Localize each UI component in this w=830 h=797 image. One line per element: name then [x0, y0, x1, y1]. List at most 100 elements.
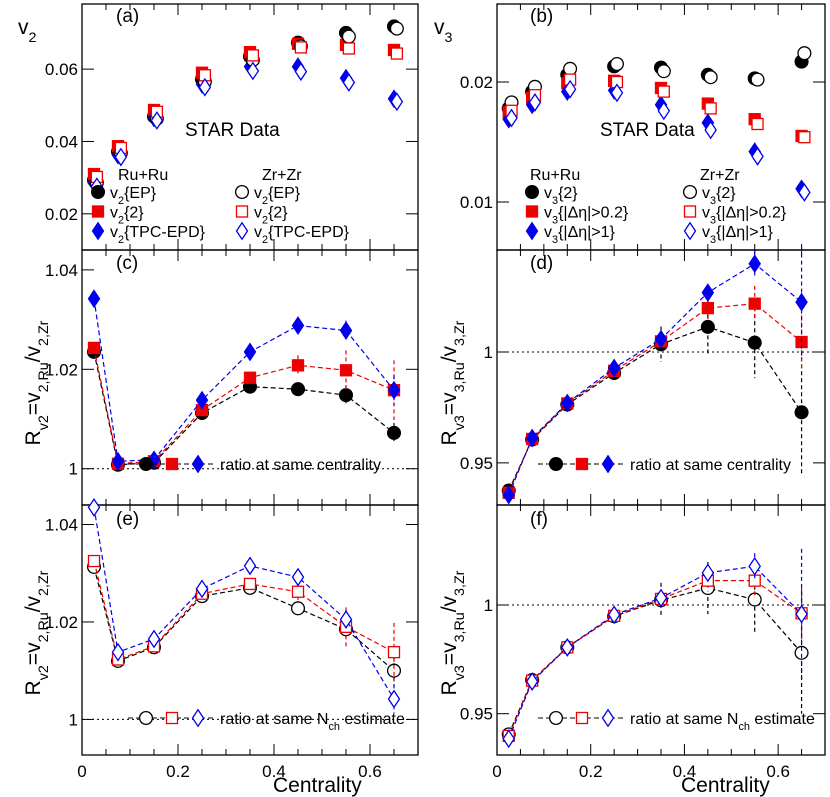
y-tick-label: 1.04 — [45, 515, 78, 534]
star-data-annotation: STAR Data — [600, 120, 695, 141]
data-point — [704, 120, 717, 140]
panel-label: (b) — [530, 6, 553, 27]
data-point — [748, 297, 761, 310]
data-point — [246, 49, 260, 62]
legend-entry: v3{|Δη|>1} — [544, 224, 616, 246]
data-point — [704, 102, 717, 115]
data-point — [795, 292, 808, 312]
series-e-1 — [87, 554, 401, 682]
x-tick-label: 0.4 — [262, 762, 286, 781]
legend-entry: v3{|Δη|>0.2} — [702, 205, 787, 227]
panel-f: 0.95 1 0 0.2 0.4 0.6 (f) Rv3=v3,Ru/v3,Zr ratio a… — [438, 504, 826, 781]
y-tick-label: 1 — [484, 343, 493, 362]
legend-entry: v3{2} — [544, 185, 578, 207]
data-point — [243, 556, 257, 576]
data-point — [607, 358, 621, 378]
data-point — [505, 108, 518, 128]
series-b-3 — [504, 46, 812, 110]
panel-label: (d) — [530, 253, 553, 274]
data-point — [794, 645, 809, 660]
panel-label: (e) — [116, 509, 139, 530]
data-point — [111, 451, 125, 471]
series-e-2 — [87, 498, 401, 714]
data-point — [656, 64, 671, 79]
data-point — [195, 579, 209, 599]
legend-marker — [234, 184, 250, 200]
data-point — [341, 29, 356, 44]
legend-header-zr: Zr+Zr — [262, 167, 302, 184]
ratio-legend-text: ratio at same Nch estimate — [630, 711, 815, 733]
data-point — [750, 72, 765, 87]
data-point — [748, 556, 761, 576]
legend-entry: v3{|Δη|>0.2} — [544, 205, 629, 227]
legend-header-zr: Zr+Zr — [700, 167, 740, 184]
x-axis-label-right: Centrality — [681, 774, 770, 797]
x-tick-label: 0.4 — [673, 762, 697, 781]
data-point — [386, 663, 402, 678]
x-tick-label: 0.6 — [358, 762, 382, 781]
data-point — [114, 147, 128, 167]
data-point — [610, 83, 624, 103]
data-point — [563, 79, 577, 99]
y-tick-label: 0.06 — [45, 60, 78, 79]
data-point — [607, 605, 621, 625]
data-point — [390, 47, 404, 60]
legend-entry: v2{2} — [254, 205, 288, 227]
ratio-legend-marker — [575, 457, 589, 471]
series-line — [508, 565, 802, 739]
data-point — [502, 485, 515, 505]
legend-entry: v2{TPC-EPD} — [254, 224, 350, 246]
data-point — [525, 672, 539, 691]
data-point — [390, 92, 404, 112]
legend-marker — [235, 221, 249, 241]
data-point — [748, 254, 761, 274]
ratio-legend-marker — [165, 457, 179, 471]
legend-marker — [91, 221, 105, 241]
data-point — [87, 554, 101, 568]
data-point — [339, 610, 353, 629]
data-point — [387, 380, 401, 400]
legend-entry: v2{TPC-EPD} — [110, 224, 206, 246]
legend-entry: v3{2} — [702, 185, 736, 207]
ratio-legend-marker — [548, 710, 564, 726]
data-point — [291, 316, 305, 335]
data-point — [342, 73, 356, 92]
data-point — [751, 117, 764, 131]
data-point — [87, 498, 101, 517]
data-point — [798, 182, 811, 202]
series-b-5 — [505, 79, 811, 202]
y-tick-label: 1 — [69, 710, 78, 729]
data-point — [294, 41, 308, 54]
ratio-legend-marker — [575, 711, 589, 725]
data-point — [701, 563, 715, 583]
y-tick-label: 0.04 — [45, 132, 78, 151]
legend-marker — [682, 184, 698, 200]
series-a-5 — [90, 61, 404, 197]
data-point — [290, 601, 306, 616]
legend-marker — [525, 205, 539, 218]
legend-entry: v2{2} — [110, 205, 144, 227]
data-point — [111, 642, 125, 662]
data-point — [243, 577, 257, 591]
y-tick-label: 0.95 — [460, 454, 493, 473]
legend-entry: v2{EP} — [254, 185, 301, 207]
ratio-legend-marker — [138, 456, 154, 472]
data-point — [386, 425, 402, 440]
ratio-legend-marker — [548, 456, 564, 472]
data-point — [389, 21, 404, 36]
y-tick-label: 1.02 — [45, 613, 78, 632]
data-point — [654, 588, 668, 608]
data-point — [198, 77, 212, 97]
series-c-0 — [86, 344, 402, 472]
y-tick-label: 0.02 — [460, 73, 493, 92]
x-tick-label: 0 — [77, 762, 86, 781]
legend-entry: v3{|Δη|>1} — [702, 224, 774, 246]
x-tick-label: 0.2 — [579, 762, 603, 781]
legend-marker — [683, 221, 697, 241]
data-point — [701, 283, 715, 302]
legend-header-ru: Ru+Ru — [118, 167, 168, 184]
panel-label: (f) — [530, 509, 548, 530]
series-line — [508, 263, 802, 496]
data-point — [342, 42, 356, 55]
